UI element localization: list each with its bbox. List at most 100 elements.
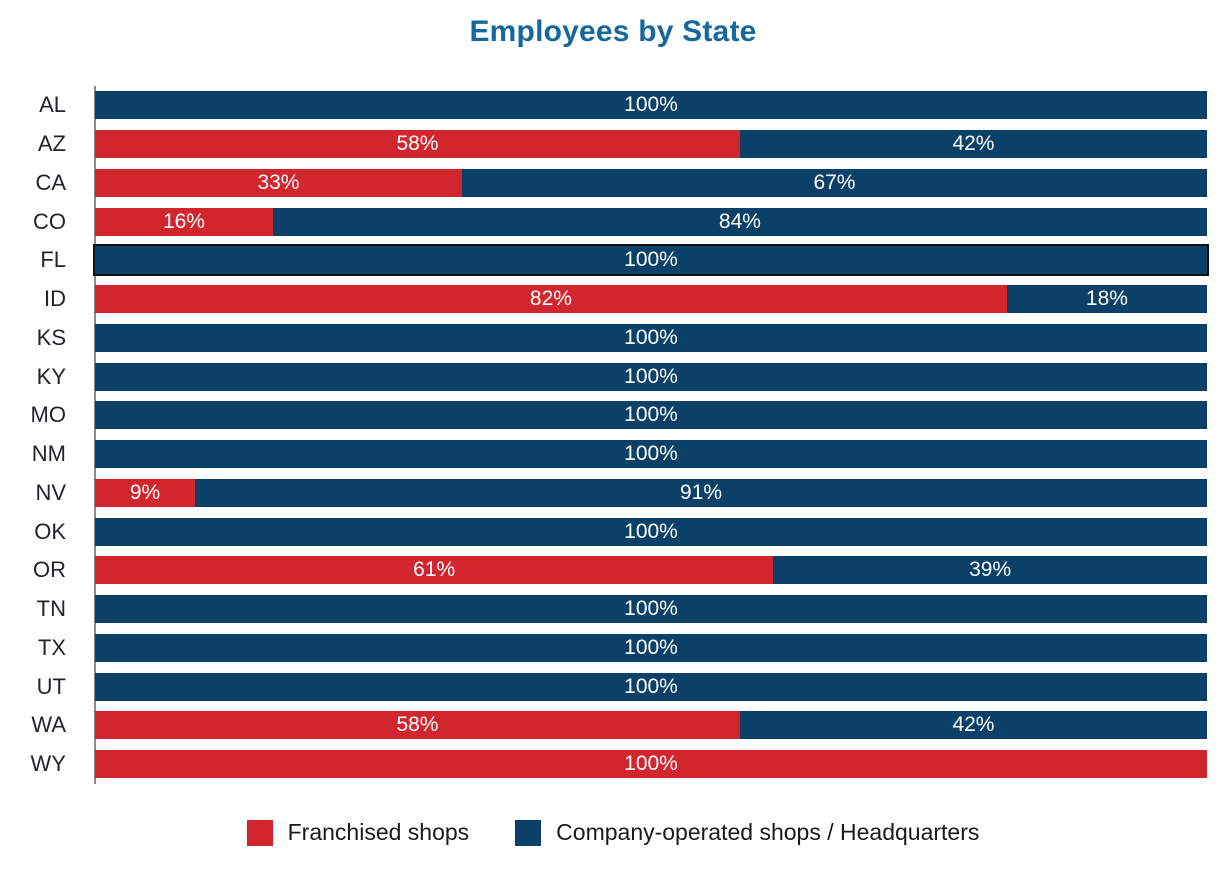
y-axis-label: UT <box>36 673 66 699</box>
y-axis-line <box>94 86 96 784</box>
bar-row: OK 100% <box>0 512 1226 551</box>
bar-segment-company: 67% <box>461 168 1207 197</box>
bar-value-label: 84% <box>718 209 761 233</box>
bar-row: KY 100% <box>0 357 1226 396</box>
bar-segment-franchised: 61% <box>95 556 774 585</box>
bar-value-label: 91% <box>680 480 723 504</box>
bar-segment-company: 42% <box>739 130 1207 159</box>
bar-segment-company: 100% <box>95 517 1207 546</box>
bar-track: 100% <box>95 750 1207 779</box>
bar-value-label: 100% <box>624 674 678 698</box>
legend-label-franchised: Franchised shops <box>287 819 470 845</box>
bar-value-label: 82% <box>529 287 572 311</box>
bar-row: OR 61% 39% <box>0 551 1226 590</box>
bar-segment-company: 100% <box>95 91 1207 120</box>
bar-value-label: 58% <box>396 713 439 737</box>
y-axis-label: CO <box>33 208 66 234</box>
legend-label-company: Company-operated shops / Headquarters <box>556 819 980 845</box>
bar-segment-company: 100% <box>95 323 1207 352</box>
bar-value-label: 61% <box>413 558 456 582</box>
bar-track: 100% <box>95 672 1207 701</box>
bar-row: NM 100% <box>0 435 1226 474</box>
bar-value-label: 42% <box>952 132 995 156</box>
bar-track: 58% 42% <box>95 711 1207 740</box>
bar-track: 100% <box>95 440 1207 469</box>
bar-value-label: 100% <box>624 325 678 349</box>
bar-segment-company: 100% <box>95 362 1207 391</box>
legend: Franchised shops Company-operated shops … <box>0 819 1226 846</box>
bar-segment-franchised: 58% <box>95 711 740 740</box>
bar-value-label: 100% <box>624 93 678 117</box>
y-axis-label: AL <box>39 92 66 118</box>
bar-track: 100% <box>95 633 1207 662</box>
bar-track: 58% 42% <box>95 130 1207 159</box>
y-axis-label: ID <box>44 286 66 312</box>
bar-segment-company: 100% <box>95 246 1207 275</box>
bar-track: 100% <box>95 246 1207 275</box>
bar-track: 16% 84% <box>95 207 1207 236</box>
bar-segment-company: 84% <box>272 207 1207 236</box>
y-axis-label: TX <box>37 634 66 660</box>
bar-row: WA 58% 42% <box>0 706 1226 745</box>
bar-row: KS 100% <box>0 319 1226 358</box>
y-axis-label: FL <box>40 247 66 273</box>
bar-value-label: 100% <box>624 597 678 621</box>
bar-segment-company: 42% <box>739 711 1207 740</box>
bar-track: 100% <box>95 91 1207 120</box>
y-axis-label: AZ <box>37 131 66 157</box>
bar-value-label: 39% <box>969 558 1012 582</box>
bar-value-label: 18% <box>1085 287 1128 311</box>
bar-value-label: 100% <box>624 635 678 659</box>
bar-track: 9% 91% <box>95 478 1207 507</box>
legend-swatch-company <box>515 819 542 846</box>
bar-row: UT 100% <box>0 667 1226 706</box>
y-axis-label: OR <box>33 557 66 583</box>
bar-track: 61% 39% <box>95 556 1207 585</box>
y-axis-label: KY <box>36 363 66 389</box>
bar-row: TX 100% <box>0 629 1226 668</box>
bar-value-label: 100% <box>624 752 678 776</box>
bar-segment-franchised: 9% <box>95 478 196 507</box>
bar-row: AZ 58% 42% <box>0 125 1226 164</box>
bar-value-label: 100% <box>624 403 678 427</box>
bar-row: FL 100% <box>0 241 1226 280</box>
bar-segment-franchised: 33% <box>95 168 462 197</box>
chart-title: Employees by State <box>469 15 757 48</box>
bar-track: 82% 18% <box>95 285 1207 314</box>
bar-track: 33% 67% <box>95 168 1207 197</box>
bar-segment-company: 100% <box>95 672 1207 701</box>
bar-value-label: 9% <box>129 480 161 504</box>
bar-row: CO 16% 84% <box>0 202 1226 241</box>
bar-row: CA 33% 67% <box>0 164 1226 203</box>
legend-item-company: Company-operated shops / Headquarters <box>515 819 979 846</box>
bar-segment-company: 39% <box>773 556 1207 585</box>
y-axis-label: TN <box>36 596 66 622</box>
y-axis-label: WA <box>31 712 66 738</box>
bar-track: 100% <box>95 595 1207 624</box>
bar-value-label: 16% <box>162 209 205 233</box>
bar-track: 100% <box>95 401 1207 430</box>
y-axis-label: OK <box>34 518 66 544</box>
y-axis-label: WY <box>30 751 66 777</box>
bar-value-label: 100% <box>624 364 678 388</box>
bar-value-label: 100% <box>624 248 678 272</box>
bar-row: AL 100% <box>0 86 1226 125</box>
y-axis-label: CA <box>35 169 66 195</box>
plot-area: AL 100% AZ 58% 42% CA 33% 67% CO 16% 84% FL 100% ID 82… <box>0 86 1226 784</box>
bar-segment-franchised: 100% <box>95 750 1207 779</box>
bar-segment-franchised: 58% <box>95 130 740 159</box>
bar-track: 100% <box>95 517 1207 546</box>
bar-value-label: 33% <box>257 170 300 194</box>
bar-row: MO 100% <box>0 396 1226 435</box>
bar-segment-franchised: 16% <box>95 207 273 236</box>
bar-segment-company: 91% <box>195 478 1207 507</box>
bar-value-label: 58% <box>396 132 439 156</box>
bar-value-label: 42% <box>952 713 995 737</box>
y-axis-label: NM <box>31 441 66 467</box>
legend-swatch-franchised <box>246 819 273 846</box>
bar-row: WY 100% <box>0 745 1226 784</box>
bar-track: 100% <box>95 323 1207 352</box>
bar-row: TN 100% <box>0 590 1226 629</box>
y-axis-label: NV <box>35 479 66 505</box>
bar-value-label: 100% <box>624 519 678 543</box>
